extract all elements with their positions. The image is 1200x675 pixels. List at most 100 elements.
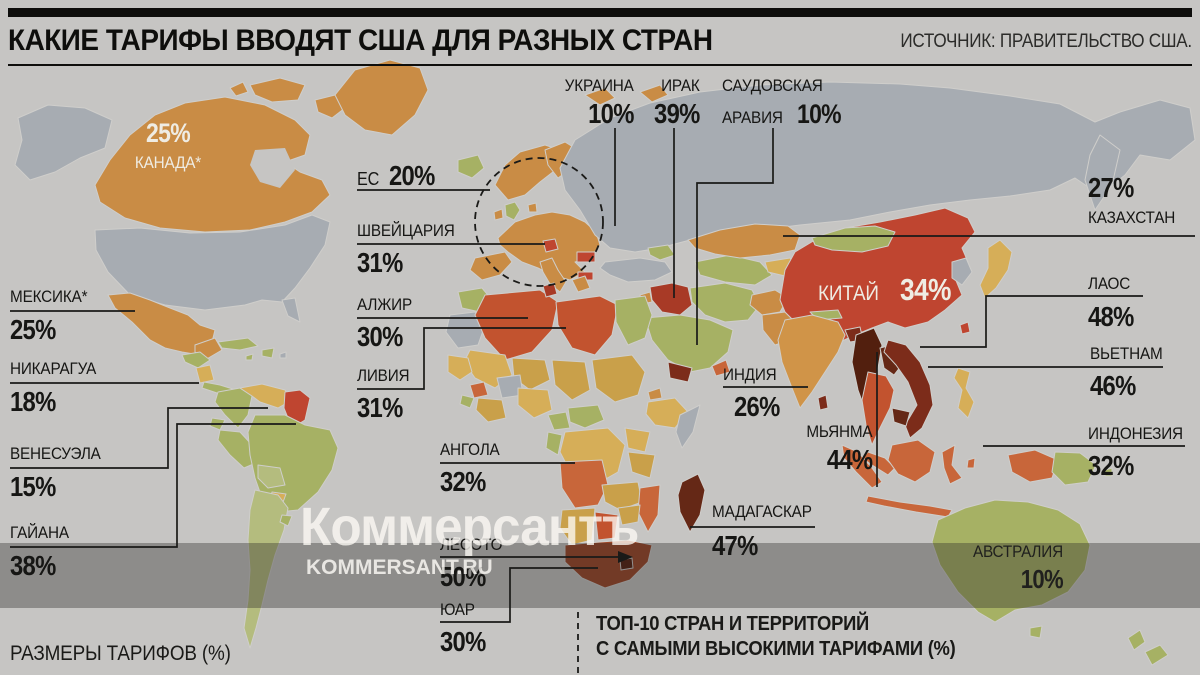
region-caucasus	[647, 244, 676, 261]
tariff-value: 46%	[1090, 370, 1136, 401]
indonesia-borneo	[887, 439, 936, 483]
arctic-islands	[639, 84, 669, 103]
country-name: КИТАЙ	[818, 282, 879, 305]
country-botswana	[594, 511, 619, 541]
arctic-islands	[249, 77, 306, 103]
tariff-value: 26%	[734, 391, 780, 422]
leader-libya	[357, 327, 566, 390]
country-eritrea	[647, 387, 663, 401]
country-name: МЕКСИКА*	[10, 287, 88, 306]
label-eu: ЕС 20%	[357, 160, 442, 192]
country-south-africa	[564, 539, 653, 589]
tariff-value: 50%	[440, 561, 486, 592]
country-name: ИРАК	[661, 76, 700, 95]
indonesia-moluccas	[966, 457, 976, 469]
country-switzerland	[542, 238, 559, 253]
label-south-africa: ЮАР 30%	[440, 600, 494, 658]
region-congo-gabon	[545, 431, 563, 456]
country-tunisia	[542, 282, 558, 298]
country-india	[777, 314, 846, 409]
country-cuba	[217, 337, 259, 351]
header-thin-rule	[8, 64, 1192, 66]
label-lesotho: ЛЕСОТО 50%	[440, 535, 509, 593]
country-name: ЕС	[357, 169, 380, 189]
eu-dashed-circle	[474, 157, 604, 287]
country-somalia	[675, 404, 701, 449]
label-kazakhstan: 27% КАЗАХСТАН	[1088, 172, 1185, 228]
label-australia: АВСТРАЛИЯ 10%	[963, 542, 1064, 595]
country-name: АРАВИЯ	[722, 108, 783, 127]
country-name: ЛЕСОТО	[440, 535, 503, 554]
country-name: ГАЙАНА	[10, 523, 69, 542]
tariff-value: 31%	[357, 392, 403, 423]
country-name: ЮАР	[440, 600, 475, 619]
legend-title: РАЗМЕРЫ ТАРИФОВ (%)	[10, 642, 231, 665]
country-nicaragua	[195, 364, 215, 384]
label-venezuela: ВЕНЕСУЭЛА 15%	[10, 444, 111, 503]
country-bolivia	[257, 464, 286, 489]
country-saudi-arabia	[644, 314, 734, 373]
country-cambodia	[891, 407, 911, 427]
leader-lesotho-arrowhead	[618, 551, 633, 563]
tariff-value: 39%	[654, 98, 700, 129]
country-peru	[217, 429, 259, 469]
country-hispaniola	[261, 347, 275, 359]
tariff-value: 25%	[146, 118, 191, 148]
country-taiwan	[959, 321, 971, 335]
header-thick-rule	[8, 8, 1192, 17]
country-name: НИКАРАГУА	[10, 359, 97, 378]
country-iceland	[457, 154, 485, 179]
country-name: КАНАДА*	[134, 153, 202, 172]
country-uruguay	[279, 514, 293, 527]
country-name: АЛЖИР	[357, 295, 413, 314]
country-name: ЛАОС	[1088, 274, 1131, 293]
label-myanmar: МЬЯНМА 44%	[799, 422, 873, 476]
top10-line2: С САМЫМИ ВЫСОКИМИ ТАРИФАМИ (%)	[596, 638, 956, 660]
tariff-value: 47%	[712, 530, 758, 561]
country-name: УКРАИНА	[564, 76, 634, 95]
country-kazakhstan	[687, 223, 801, 259]
tariff-value: 10%	[1020, 564, 1064, 594]
label-india: ИНДИЯ 26%	[723, 365, 788, 423]
country-name: МЬЯНМА	[805, 422, 872, 441]
label-algeria: АЛЖИР 30%	[357, 295, 418, 353]
country-zimbabwe	[617, 504, 641, 526]
country-tanzania	[627, 451, 656, 479]
label-switzerland: ШВЕЙЦАРИЯ 31%	[357, 221, 465, 279]
tariff-value: 30%	[357, 321, 403, 352]
country-name: ЛИВИЯ	[357, 366, 410, 385]
indonesia-sulawesi	[941, 444, 963, 485]
leader-saudi-arabia	[696, 128, 774, 345]
indonesia-west-papua	[1007, 449, 1059, 483]
country-name: ВЬЕТНАМ	[1090, 344, 1163, 363]
label-ukraine: УКРАИНА 10%	[557, 76, 635, 130]
page-title: КАКИЕ ТАРИФЫ ВВОДЯТ США ДЛЯ РАЗНЫХ СТРАН	[8, 24, 713, 57]
country-name: ИНДОНЕЗИЯ	[1088, 424, 1183, 443]
country-vietnam	[883, 339, 934, 439]
dark-band-overlay	[0, 543, 1200, 608]
tariff-value: 32%	[1088, 450, 1134, 481]
country-name: САУДОВСКАЯ	[722, 76, 823, 95]
country-turkey	[599, 257, 673, 283]
tariff-value: 15%	[10, 471, 56, 502]
tariff-value: 32%	[440, 466, 486, 497]
label-indonesia: ИНДОНЕЗИЯ 32%	[1088, 424, 1193, 482]
label-laos: ЛАОС 48%	[1088, 274, 1142, 333]
tariff-value: 31%	[357, 247, 403, 278]
country-japan	[979, 239, 1013, 299]
australia-tasmania	[1029, 625, 1043, 639]
country-guatemala	[181, 351, 211, 369]
country-cameroon	[547, 411, 571, 431]
label-saudi-arabia: САУДОВСКАЯ АРАВИЯ 10%	[722, 76, 848, 130]
arctic-islands	[229, 81, 249, 97]
country-name: ИНДИЯ	[723, 365, 777, 384]
country-uk	[504, 201, 521, 221]
leader-guyana	[10, 423, 296, 548]
top10-note: ТОП-10 СТРАН И ТЕРРИТОРИЙ С САМЫМИ ВЫСОК…	[596, 612, 956, 662]
country-nigeria	[517, 387, 553, 419]
country-yemen	[667, 361, 693, 383]
country-name: АНГОЛА	[440, 440, 500, 459]
country-sri-lanka	[817, 394, 829, 411]
region-western-sahara	[445, 311, 486, 349]
